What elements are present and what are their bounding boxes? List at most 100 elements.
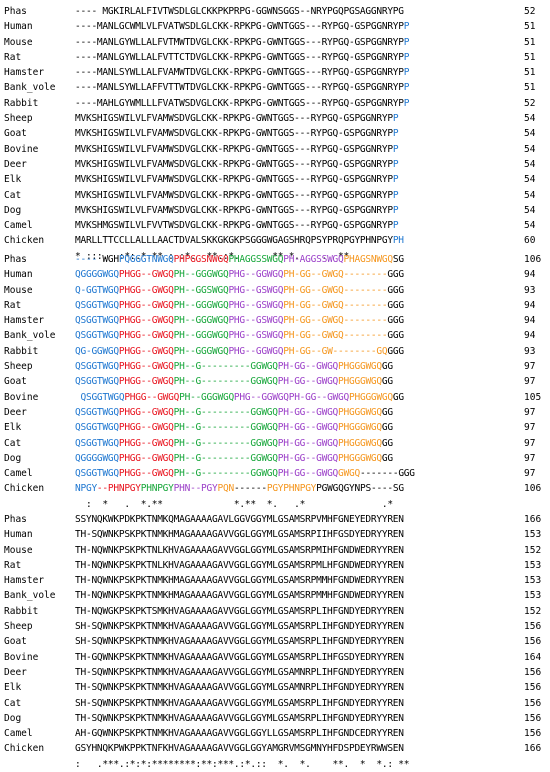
- consensus-symbols: : * . *.** *.** *. .* .*: [75, 498, 393, 510]
- sequence-segment: PHGG--GWGQ: [118, 437, 174, 449]
- sequence-segment: ----MANLGYWLLALFVTMWTDVGLCKK-RPKPG-GWNTG…: [75, 36, 404, 48]
- sequence-text: ---- MGKIRLALFIVTWSDLGLCKKPKPRPG-GGWNSGG…: [75, 4, 404, 19]
- species-name: Elk: [4, 682, 22, 694]
- residue-position: 153: [524, 559, 542, 571]
- sequence-segment: GSYHNQKPWKPPKTNFKHVAGAAAAGAVVGGLGGYAMGRV…: [75, 743, 404, 755]
- sequence-segment: PH--G---------: [173, 361, 251, 373]
- residue-position: 93: [524, 284, 536, 296]
- sequence-segment: PHGG--GWGQ: [124, 391, 180, 403]
- sequence-segment: ----MAHLGYWMLLLFVATWSDVGLCKK-RPKPG-GWNTG…: [75, 97, 404, 109]
- sequence-segment: P: [403, 97, 410, 109]
- sequence-segment: PHGG--GWGQ: [118, 452, 174, 464]
- sequence-segment: PQN: [217, 483, 235, 495]
- residue-position: 153: [524, 590, 542, 602]
- sequence-text: TH-SQWNKPSKPKTNMKHMAGAAAAGAVVGGLGGYMLGSA…: [75, 527, 404, 542]
- sequence-segment: P: [392, 189, 399, 201]
- sequence-segment: MVKSHIGSWILVLFVAMWSDVGLCKK-RPKPG-GWNTGGS…: [75, 189, 393, 201]
- sequence-segment: PHGGGWGQ: [338, 452, 382, 464]
- sequence-segment: TH-SQWNKPSKPKTNMKHVAGAAAAGAVVGGLGGYMLGSA…: [75, 712, 404, 724]
- sequence-segment: PHN--PGY: [173, 483, 218, 495]
- species-name: Camel: [4, 220, 33, 232]
- sequence-segment: Q-GGTWGQ: [75, 284, 119, 296]
- sequence-segment: PH-GG--GWGQ--------: [283, 330, 388, 342]
- sequence-segment: PH--G---------: [173, 376, 251, 388]
- sequence-segment: MVKSHIGSWILVLFVAMWSDVGLCKK-RPKPG-GWNTGGS…: [75, 158, 393, 170]
- sequence-segment: ----MANLGYWLLALFVTTCTDVGLCKK-RPKPG-GWNTG…: [75, 51, 404, 63]
- sequence-segment: WGH: [96, 254, 119, 265]
- species-name: Sheep: [4, 361, 33, 373]
- consensus-symbols: * :::. :*:.*.** : :*. **.:*. ** *. . **: [75, 250, 349, 262]
- sequence-segment: GG: [381, 406, 393, 418]
- sequence-segment: PHGG--GWGQ: [118, 330, 174, 342]
- sequence-text: TH-NQWNKPSKPKTNLKHVAGAAAAGAVVGGLGGYMLGSA…: [75, 558, 404, 573]
- sequence-text: QSGGTWGQPHGG--GWGQPH--GGGWGQPHG--GSWGQPH…: [75, 313, 404, 328]
- sequence-text: GSYHNQKPWKPPKTNFKHVAGAAAAGAVVGGLGGYAMGRV…: [75, 741, 404, 756]
- sequence-segment: P: [403, 51, 410, 63]
- sequence-segment: TH-GQWNKPSKPKTNMKHVAGAAAAGAVVGGLGGYMLGSA…: [75, 651, 404, 663]
- sequence-segment: PHGG--GWGQ: [118, 345, 174, 357]
- species-name: Bovine: [4, 651, 39, 663]
- residue-position: 60: [524, 235, 536, 247]
- residue-position: 54: [524, 128, 536, 140]
- sequence-text: ----MANLGCWMLVLFVATWSDLGLCKK-RPKPG-GWNTG…: [75, 19, 410, 34]
- sequence-segment: PH-GG--GWGQ: [288, 391, 350, 403]
- species-name: Bank_vole: [4, 590, 56, 602]
- sequence-segment: QG-GGWGQ: [75, 345, 119, 357]
- sequence-segment: PH-GG--GWGQ: [277, 468, 339, 480]
- sequence-text: QG-GGWGQPHGG--GWGQPH--GGGWGQPHG--GGWGQPH…: [75, 344, 404, 359]
- species-name: Chicken: [4, 743, 45, 755]
- species-name: Rat: [4, 299, 22, 311]
- sequence-segment: PHG--GSWGQ: [228, 284, 284, 296]
- residue-position: 93: [524, 345, 536, 357]
- sequence-segment: TH-NQWGKPSKPKTSMKHVAGAAAAGAVVGGLGGYMLGSA…: [75, 605, 404, 617]
- sequence-text: SH-SQWNKPSKPKTNMKHVAGAAAAGAVVGGLGGYMLGSA…: [75, 696, 404, 711]
- residue-position: 156: [524, 666, 542, 678]
- sequence-segment: PH--G---------: [173, 437, 251, 449]
- species-name: Rabbit: [4, 605, 39, 617]
- sequence-segment: PHGG--GWGQ: [118, 269, 174, 281]
- sequence-segment: PQGGGTNWGQ: [118, 254, 174, 265]
- species-name: Sheep: [4, 621, 33, 633]
- sequence-text: AH-GQWNKPSKPKTNMKHVAGAAAAGAVVGGLGGYLLGSA…: [75, 726, 404, 741]
- sequence-segment: SG: [392, 254, 404, 265]
- sequence-segment: PH-GG--GWGQ: [277, 437, 339, 449]
- sequence-text: MVKSHIGSWILVLFVAMWSDVGLCKK-RPKPG-GWNTGGS…: [75, 172, 399, 187]
- residue-position: 54: [524, 220, 536, 232]
- sequence-segment: PHGG--GWGQ: [118, 299, 174, 311]
- sequence-segment: GG: [381, 437, 393, 449]
- species-name: Human: [4, 21, 33, 33]
- sequence-segment: SH-SQWNKPSKPKTNMKHVAGAAAAGAVVGGLGGYMLGSA…: [75, 621, 404, 633]
- sequence-text: TH-GQWNKPSKPKTNMKHVAGAAAAGAVVGGLGGYMLGSA…: [75, 650, 404, 665]
- species-name: Deer: [4, 666, 27, 678]
- species-name: Elk: [4, 174, 22, 186]
- sequence-text: MVKSHIGSWILVLFVAMWSDVGLCKK-RPKPG-GWNTGGS…: [75, 188, 399, 203]
- sequence-segment: MARLLTTCCLLALLLAACTDVALSKKGKGKPSGGGWGAGS…: [75, 235, 393, 247]
- species-name: Hamster: [4, 575, 45, 587]
- sequence-text: SH-SQWNKPSKPKTNMKHVAGAAAAGAVVGGLGGYMLGSA…: [75, 619, 404, 634]
- residue-position: 54: [524, 204, 536, 216]
- species-name: Cat: [4, 437, 22, 449]
- sequence-text: MVKSHMGSWILVLFVVTWSDVGLCKK-RPKPG-GWNTGGS…: [75, 218, 399, 233]
- sequence-text: ----MAHLGYWMLLLFVATWSDVGLCKK-RPKPG-GWNTG…: [75, 96, 410, 111]
- species-name: Hamster: [4, 67, 45, 79]
- residue-position: 166: [524, 743, 542, 755]
- sequence-segment: PGWGQGYNPS----SG: [316, 483, 404, 495]
- sequence-text: QGGGGWGQPHGG--GWGQPH--GGGWGQPHG--GGWGQPH…: [75, 267, 404, 282]
- sequence-segment: PGYPHNPGY: [266, 483, 317, 495]
- sequence-segment: PHG--GGWGQ: [228, 269, 284, 281]
- sequence-segment: P: [392, 220, 399, 232]
- sequence-segment: PH-GG--GWGQ: [277, 452, 339, 464]
- sequence-text: SSYNQKWKPDKPKTNMKQMAGAAAAGAVLGGVGGYMLGSA…: [75, 512, 404, 527]
- sequence-segment: GG: [381, 452, 393, 464]
- sequence-segment: PH-GG--GWGQ: [277, 376, 339, 388]
- sequence-segment: -------GGG: [359, 468, 415, 480]
- sequence-segment: PHG--GSWGQ: [228, 330, 284, 342]
- sequence-segment: QSGGTWGQ: [75, 468, 119, 480]
- residue-position: 97: [524, 361, 536, 373]
- sequence-segment: PHGG--GWGQ: [118, 468, 174, 480]
- species-name: Rabbit: [4, 345, 39, 357]
- sequence-segment: PH: [392, 235, 404, 247]
- sequence-segment: ----MANLGCWMLVLFVATWSDLGLCKK-RPKPG-GWNTG…: [75, 21, 404, 33]
- sequence-text: MVKSHIGSWILVLFVAMWSDVGLCKK-RPKPG-GWNTGGS…: [75, 157, 399, 172]
- species-name: Cat: [4, 189, 22, 201]
